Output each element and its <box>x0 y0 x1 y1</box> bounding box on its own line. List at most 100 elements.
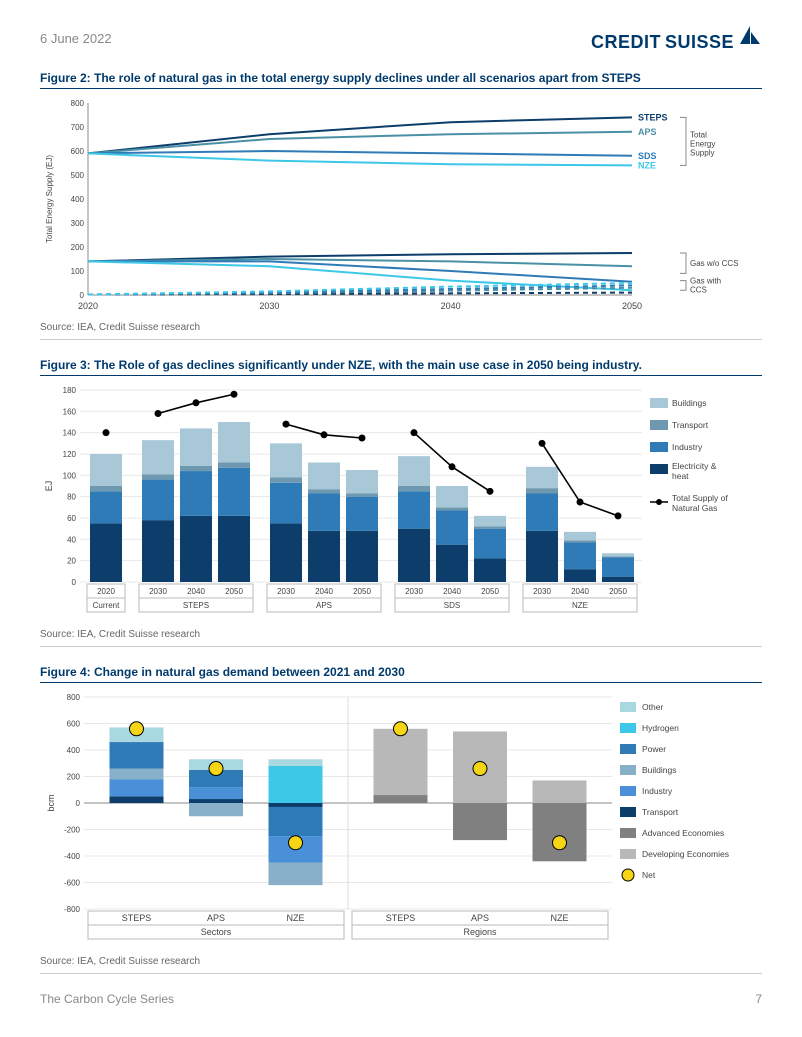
svg-text:0: 0 <box>80 291 85 300</box>
svg-text:Net: Net <box>642 870 656 880</box>
svg-text:Total Supply of: Total Supply of <box>672 493 728 503</box>
svg-text:0: 0 <box>76 799 81 808</box>
svg-text:Regions: Regions <box>463 927 497 937</box>
svg-text:Supply: Supply <box>690 148 714 157</box>
svg-text:2040: 2040 <box>441 301 461 311</box>
svg-text:-200: -200 <box>64 826 81 835</box>
figure2-source: Source: IEA, Credit Suisse research <box>40 322 762 340</box>
svg-text:2040: 2040 <box>187 587 205 596</box>
svg-text:Natural Gas: Natural Gas <box>672 503 717 513</box>
svg-text:Hydrogen: Hydrogen <box>642 723 679 733</box>
svg-text:NZE: NZE <box>287 913 305 923</box>
svg-text:APS: APS <box>638 127 657 137</box>
svg-text:500: 500 <box>71 171 85 180</box>
svg-text:Transport: Transport <box>642 807 679 817</box>
svg-text:Gas w/o CCS: Gas w/o CCS <box>690 259 738 268</box>
svg-text:80: 80 <box>67 493 76 502</box>
svg-text:Sectors: Sectors <box>201 927 232 937</box>
svg-text:2050: 2050 <box>609 587 627 596</box>
svg-text:2040: 2040 <box>571 587 589 596</box>
svg-text:-800: -800 <box>64 905 81 914</box>
svg-text:2030: 2030 <box>259 301 279 311</box>
svg-text:APS: APS <box>316 601 332 610</box>
svg-text:Current: Current <box>93 601 120 610</box>
svg-text:20: 20 <box>67 557 76 566</box>
svg-text:200: 200 <box>71 243 85 252</box>
svg-text:400: 400 <box>67 746 81 755</box>
svg-text:STEPS: STEPS <box>122 913 152 923</box>
figure3-title: Figure 3: The Role of gas declines signi… <box>40 358 762 376</box>
svg-text:Gas with: Gas with <box>690 276 721 285</box>
svg-text:100: 100 <box>71 267 85 276</box>
svg-text:180: 180 <box>63 386 77 395</box>
svg-text:200: 200 <box>67 773 81 782</box>
svg-text:SDS: SDS <box>444 601 460 610</box>
svg-text:Transport: Transport <box>672 420 709 430</box>
svg-text:2030: 2030 <box>149 587 167 596</box>
svg-text:bcm: bcm <box>46 794 56 811</box>
svg-text:Power: Power <box>642 744 666 754</box>
figure4-chart: -800 -600 -400 -200 0 200 400 600 800 bcm STEPS APS… <box>40 689 762 952</box>
svg-text:700: 700 <box>71 123 85 132</box>
svg-text:300: 300 <box>71 219 85 228</box>
svg-text:STEPS: STEPS <box>638 112 668 122</box>
figure2-chart: 0100200300400500600700800202020302040205… <box>40 95 762 318</box>
svg-text:Buildings: Buildings <box>642 765 677 775</box>
figure2-title: Figure 2: The role of natural gas in the… <box>40 71 762 89</box>
svg-text:APS: APS <box>207 913 225 923</box>
svg-text:2030: 2030 <box>405 587 423 596</box>
page-footer: The Carbon Cycle Series 7 <box>40 992 762 1006</box>
svg-text:140: 140 <box>63 429 77 438</box>
svg-text:2030: 2030 <box>277 587 295 596</box>
svg-text:APS: APS <box>471 913 489 923</box>
svg-text:2050: 2050 <box>622 301 642 311</box>
svg-text:NZE: NZE <box>551 913 569 923</box>
svg-text:2050: 2050 <box>225 587 243 596</box>
svg-text:Total: Total <box>690 130 707 139</box>
figure3-source: Source: IEA, Credit Suisse research <box>40 629 762 647</box>
svg-text:2040: 2040 <box>315 587 333 596</box>
svg-text:2020: 2020 <box>97 587 115 596</box>
svg-text:160: 160 <box>63 407 77 416</box>
svg-text:Buildings: Buildings <box>672 398 707 408</box>
svg-text:EJ: EJ <box>44 481 54 492</box>
svg-text:NZE: NZE <box>638 160 656 170</box>
svg-text:CCS: CCS <box>690 285 707 294</box>
svg-text:Advanced Economies: Advanced Economies <box>642 828 724 838</box>
svg-text:SDS: SDS <box>638 151 657 161</box>
sail-icon <box>738 24 762 48</box>
footer-left: The Carbon Cycle Series <box>40 992 174 1006</box>
page-header: 6 June 2022 CREDIT SUISSE <box>40 24 762 53</box>
svg-text:800: 800 <box>71 99 85 108</box>
svg-text:-400: -400 <box>64 852 81 861</box>
svg-text:Industry: Industry <box>642 786 673 796</box>
svg-text:60: 60 <box>67 514 76 523</box>
svg-text:-600: -600 <box>64 879 81 888</box>
svg-text:Total Energy Supply (EJ): Total Energy Supply (EJ) <box>45 155 54 243</box>
logo-text-1: CREDIT <box>591 32 661 53</box>
svg-text:Energy: Energy <box>690 139 715 148</box>
logo-text-2: SUISSE <box>665 32 734 53</box>
svg-text:Other: Other <box>642 702 663 712</box>
svg-text:2050: 2050 <box>353 587 371 596</box>
figure4-source: Source: IEA, Credit Suisse research <box>40 956 762 974</box>
svg-text:Electricity &: Electricity & <box>672 461 717 471</box>
svg-text:2040: 2040 <box>443 587 461 596</box>
svg-text:40: 40 <box>67 535 76 544</box>
svg-text:600: 600 <box>67 720 81 729</box>
svg-text:STEPS: STEPS <box>183 601 209 610</box>
svg-text:Industry: Industry <box>672 442 703 452</box>
svg-text:2030: 2030 <box>533 587 551 596</box>
svg-text:800: 800 <box>67 693 81 702</box>
svg-text:100: 100 <box>63 471 77 480</box>
svg-text:2050: 2050 <box>481 587 499 596</box>
svg-text:0: 0 <box>72 578 77 587</box>
logo: CREDIT SUISSE <box>591 24 762 53</box>
svg-text:120: 120 <box>63 450 77 459</box>
svg-text:NZE: NZE <box>572 601 588 610</box>
svg-text:heat: heat <box>672 471 689 481</box>
figure3-chart: 020406080100120140160180EJ20202030204020… <box>40 382 762 625</box>
figure4-title: Figure 4: Change in natural gas demand b… <box>40 665 762 683</box>
svg-text:400: 400 <box>71 195 85 204</box>
report-date: 6 June 2022 <box>40 31 112 46</box>
